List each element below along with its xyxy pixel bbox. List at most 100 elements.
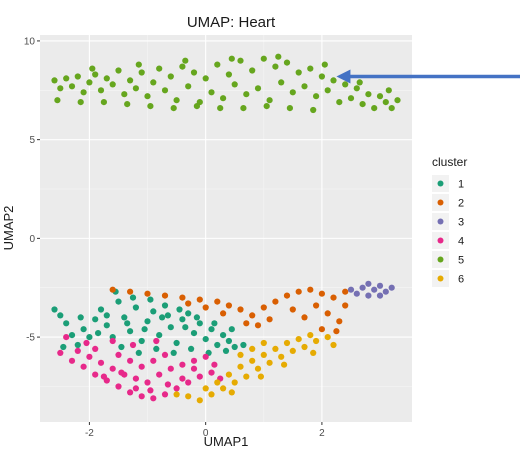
data-point — [301, 83, 308, 90]
data-point — [150, 79, 157, 86]
data-point — [365, 292, 372, 299]
data-point — [249, 67, 256, 74]
data-point — [74, 347, 81, 354]
data-point — [283, 59, 291, 66]
series-cluster-2 — [109, 286, 349, 335]
data-point — [371, 286, 378, 293]
data-point — [202, 336, 209, 343]
data-point — [388, 284, 395, 291]
legend-swatch-4 — [437, 237, 444, 244]
data-point — [135, 349, 142, 356]
y-tick-label: -5 — [26, 333, 35, 344]
data-point — [100, 99, 107, 106]
data-point — [208, 369, 215, 376]
data-point — [173, 339, 180, 347]
data-point — [237, 306, 244, 313]
data-point — [333, 328, 340, 335]
legend-items: 1 2 3 4 5 6 — [432, 175, 464, 287]
y-axis-title: UMAP2 — [1, 206, 16, 251]
data-point — [124, 101, 131, 108]
data-point — [278, 79, 285, 86]
data-point — [138, 393, 145, 400]
data-point — [231, 81, 238, 88]
data-point — [307, 286, 314, 293]
data-point — [249, 357, 256, 364]
data-point — [156, 65, 163, 72]
data-point — [330, 294, 337, 301]
data-point — [254, 365, 262, 372]
data-point — [243, 373, 250, 380]
data-point — [365, 91, 372, 98]
data-point — [310, 349, 317, 356]
data-point — [190, 357, 198, 364]
data-point — [214, 341, 221, 349]
data-point — [237, 363, 244, 370]
data-point — [185, 300, 192, 307]
data-point — [77, 314, 84, 321]
y-tick-label: 10 — [24, 36, 36, 47]
data-point — [95, 330, 102, 337]
data-point — [214, 298, 221, 305]
data-point — [153, 345, 160, 352]
data-point — [289, 306, 296, 313]
data-point — [281, 361, 288, 368]
data-point — [211, 320, 218, 327]
chart-title: UMAP: Heart — [187, 14, 276, 31]
legend-swatch-5 — [437, 256, 444, 263]
data-point — [220, 310, 227, 317]
legend-label-1: 1 — [458, 179, 464, 191]
data-point — [185, 393, 192, 400]
data-point — [115, 383, 122, 390]
legend-label-3: 3 — [458, 217, 464, 229]
data-point — [179, 63, 186, 70]
y-axis-ticks: -5 0 5 10 — [24, 36, 40, 344]
data-point — [164, 312, 171, 319]
data-point — [263, 103, 270, 110]
data-point — [266, 316, 273, 323]
legend-label-5: 5 — [458, 255, 464, 267]
data-point — [63, 320, 70, 327]
data-point — [153, 337, 160, 345]
data-point — [202, 353, 209, 360]
data-point — [109, 365, 116, 372]
legend-title: cluster — [432, 155, 467, 169]
data-point — [208, 89, 215, 96]
data-point — [275, 53, 282, 60]
data-point — [92, 345, 99, 352]
y-tick-label: 0 — [29, 234, 35, 245]
data-point — [185, 379, 192, 386]
data-point — [74, 73, 81, 80]
data-point — [51, 77, 58, 84]
data-point — [124, 320, 131, 327]
data-point — [63, 75, 70, 82]
legend-label-2: 2 — [458, 198, 464, 210]
data-point — [214, 379, 221, 386]
data-point — [202, 75, 209, 82]
data-point — [394, 97, 401, 104]
data-point — [92, 316, 99, 323]
data-point — [266, 97, 273, 104]
data-point — [318, 290, 325, 297]
data-point — [92, 371, 99, 378]
data-point — [109, 81, 116, 88]
data-point — [289, 347, 296, 354]
data-point — [144, 290, 151, 297]
data-point — [167, 324, 174, 331]
data-point — [214, 61, 221, 68]
data-point — [295, 69, 302, 76]
data-point — [176, 306, 183, 313]
data-point — [57, 349, 64, 356]
plot-panel — [40, 35, 412, 422]
arrow-head — [336, 69, 351, 84]
data-point — [336, 318, 343, 325]
data-point — [132, 385, 139, 392]
data-point — [196, 296, 203, 303]
data-point — [156, 371, 163, 378]
data-point — [193, 314, 200, 321]
data-point — [170, 105, 177, 112]
data-point — [376, 282, 384, 289]
data-point — [231, 379, 238, 386]
data-point — [129, 294, 137, 301]
data-point — [89, 65, 96, 72]
data-point — [147, 387, 154, 394]
